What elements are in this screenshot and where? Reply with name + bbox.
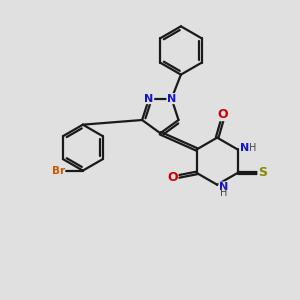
Text: H: H xyxy=(249,142,256,153)
Text: Br: Br xyxy=(52,166,65,176)
Text: S: S xyxy=(258,167,267,179)
Text: N: N xyxy=(167,94,176,103)
Text: N: N xyxy=(144,94,154,103)
Text: O: O xyxy=(218,108,228,121)
Text: N: N xyxy=(240,142,250,153)
Text: H: H xyxy=(220,188,227,198)
Text: N: N xyxy=(219,182,228,192)
Text: O: O xyxy=(167,171,178,184)
